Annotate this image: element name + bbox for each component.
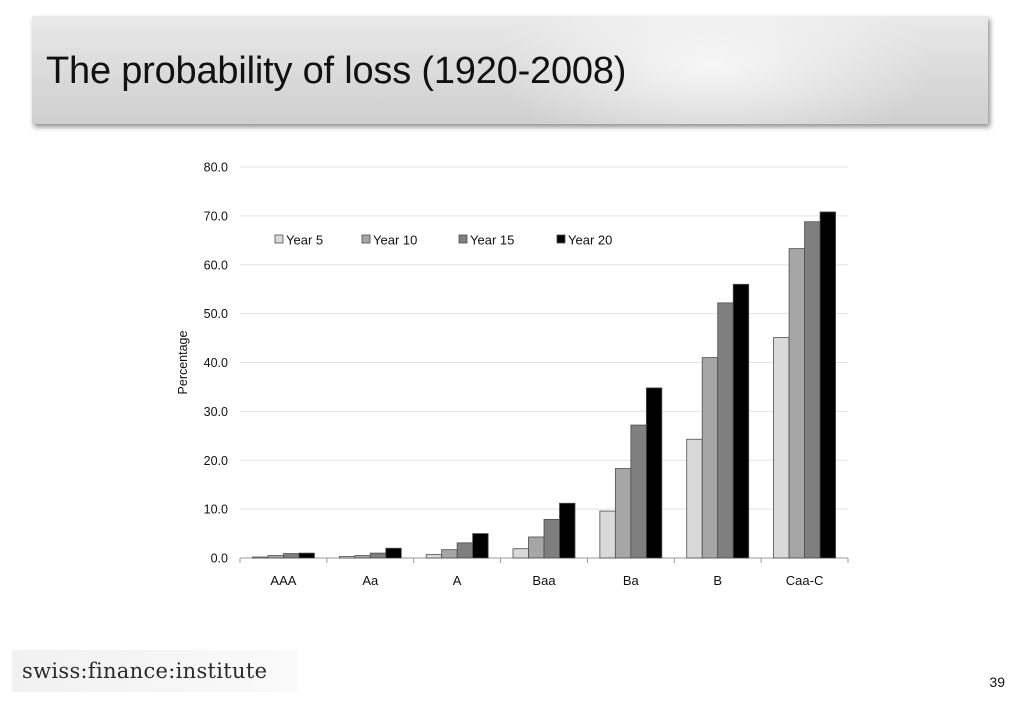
- legend-swatch: [361, 234, 371, 244]
- legend-label: Year 10: [373, 233, 417, 248]
- y-tick-label: 50.0: [204, 307, 228, 321]
- x-tick-label: B: [713, 573, 722, 588]
- y-tick-label: 20.0: [204, 454, 228, 468]
- legend-swatch: [556, 234, 566, 244]
- bar-year-15-caa-c: [804, 221, 821, 559]
- logo-text: swiss:finance:institute: [22, 659, 268, 683]
- y-axis-label: Percentage: [176, 330, 190, 394]
- bar-year-10-b: [701, 357, 719, 559]
- bar-year-15-baa: [543, 518, 560, 559]
- bar-year-20-aaa: [298, 552, 315, 559]
- bar-year-10-aaa: [267, 555, 284, 559]
- bar-year-10-baa: [528, 536, 545, 559]
- bar-year-5-caa-c: [773, 337, 790, 559]
- bar-year-20-aa: [385, 547, 402, 559]
- y-tick-label: 60.0: [204, 258, 228, 272]
- y-tick-label: 80.0: [204, 161, 228, 175]
- slide-number: 39: [989, 674, 1005, 690]
- bar-year-10-aa: [354, 555, 371, 559]
- bar-year-15-aa: [369, 552, 387, 559]
- bar-year-20-b: [732, 283, 750, 559]
- bar-year-15-a: [456, 542, 474, 559]
- y-tick-label: 30.0: [204, 405, 228, 419]
- legend-label: Year 5: [286, 233, 323, 248]
- bar-year-15-aaa: [283, 553, 300, 559]
- title-banner: The probability of loss (1920-2008): [32, 16, 988, 124]
- bar-year-5-aa: [338, 556, 356, 559]
- bar-year-20-caa-c: [819, 211, 836, 559]
- bar-year-20-ba: [645, 387, 663, 559]
- y-tick-label: 0.0: [211, 552, 228, 566]
- y-tick-label: 40.0: [204, 356, 228, 370]
- x-tick-label: A: [453, 573, 462, 588]
- legend-label: Year 15: [470, 233, 514, 248]
- bar-year-20-baa: [559, 502, 576, 559]
- legend-swatch: [274, 234, 284, 244]
- swiss-finance-institute-logo: swiss:finance:institute: [12, 650, 298, 692]
- legend-label: Year 20: [568, 233, 612, 248]
- x-tick-label: Baa: [532, 573, 556, 588]
- x-tick-label: Caa-C: [786, 573, 824, 588]
- x-tick-label: AAA: [270, 573, 296, 588]
- bar-year-15-b: [717, 302, 734, 559]
- bar-year-5-b: [686, 438, 703, 559]
- slide-title: The probability of loss (1920-2008): [46, 50, 627, 92]
- bar-year-15-ba: [630, 424, 647, 559]
- bar-year-5-ba: [599, 510, 616, 559]
- bar-year-10-a: [441, 549, 458, 559]
- y-tick-label: 70.0: [204, 209, 228, 223]
- bar-year-10-ba: [614, 468, 632, 559]
- bar-year-5-baa: [512, 548, 529, 559]
- bar-year-20-a: [472, 533, 489, 559]
- banner-glow: [452, 16, 972, 124]
- legend-swatch: [458, 234, 468, 244]
- bar-year-5-aaa: [252, 556, 269, 559]
- bar-year-10-caa-c: [788, 248, 805, 559]
- y-tick-label: 10.0: [204, 503, 228, 517]
- bar-year-5-a: [425, 554, 443, 559]
- x-tick-label: Aa: [362, 573, 379, 588]
- x-tick-label: Ba: [623, 573, 640, 588]
